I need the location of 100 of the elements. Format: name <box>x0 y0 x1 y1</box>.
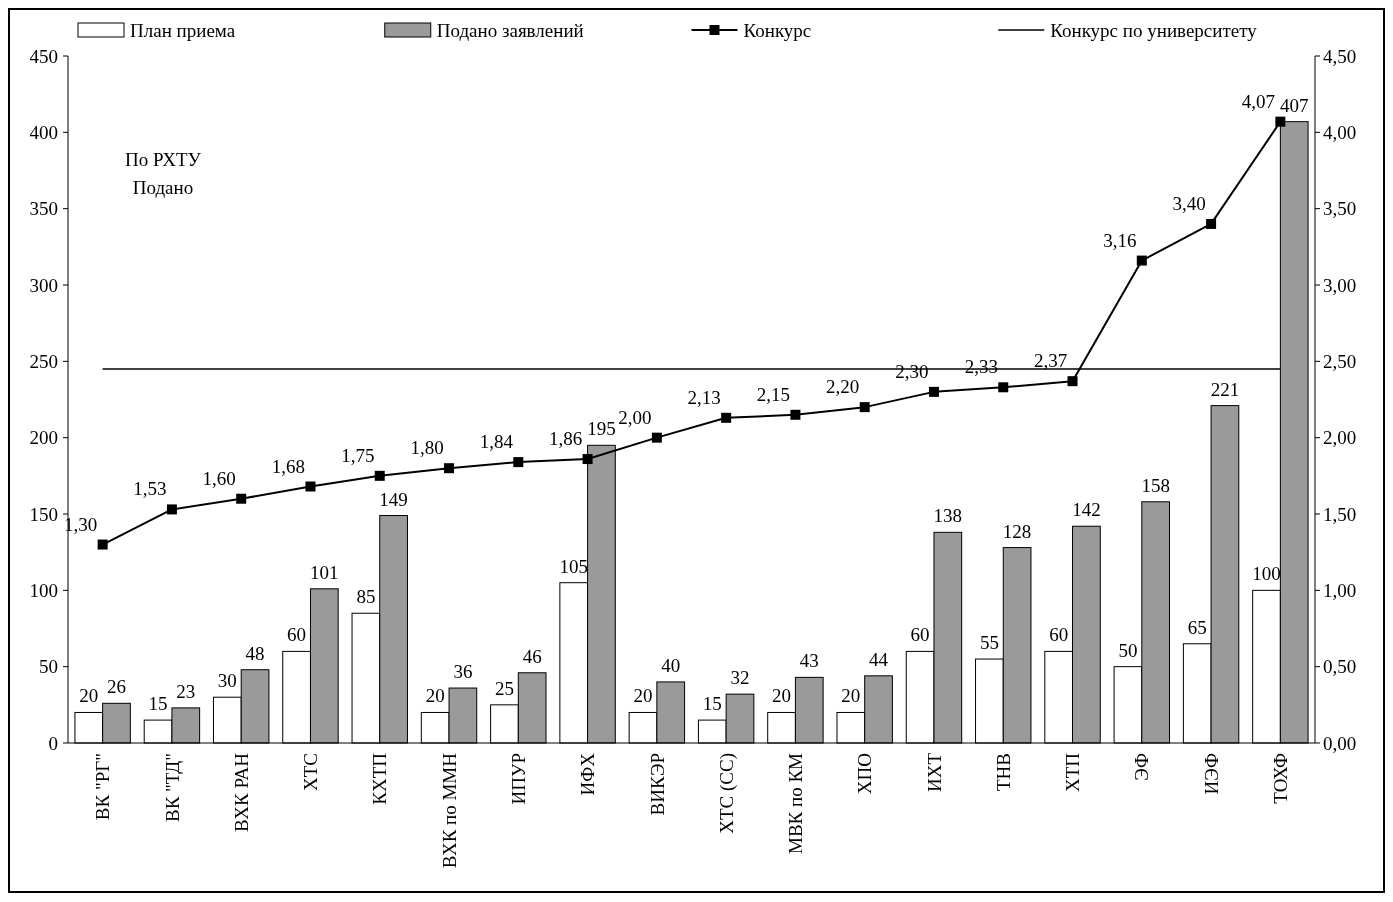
point <box>513 457 524 468</box>
data-label: 2,00 <box>618 406 652 428</box>
point <box>998 382 1009 393</box>
data-label: 128 <box>1002 520 1032 542</box>
data-label: 20 <box>841 685 861 707</box>
data-label: 20 <box>772 685 792 707</box>
legend-label: Подано заявлений <box>436 19 584 41</box>
data-label: 50 <box>1118 639 1138 661</box>
x-tick-label: ХТС (СС) <box>715 753 738 834</box>
data-label: 142 <box>1072 499 1101 521</box>
data-label: 40 <box>661 654 681 676</box>
y-tick-label: 300 <box>29 274 58 296</box>
data-label: 2,37 <box>1033 350 1068 372</box>
data-label: 20 <box>425 685 445 707</box>
y-tick-label: 100 <box>29 579 58 601</box>
data-label: 25 <box>494 677 514 699</box>
x-tick-label: КХТП <box>369 752 391 805</box>
point <box>166 504 177 515</box>
x-tick-label: ВХК по ММН <box>438 752 460 869</box>
y2-tick-label: 2,00 <box>1323 427 1357 449</box>
data-label: 407 <box>1279 94 1309 116</box>
data-label: 221 <box>1210 378 1240 400</box>
y-tick-label: 250 <box>29 350 58 372</box>
y2-tick-label: 1,00 <box>1323 579 1357 601</box>
data-label: 3,16 <box>1103 229 1137 251</box>
y2-tick-label: 2,50 <box>1323 350 1357 372</box>
y2-tick-label: 1,50 <box>1323 503 1357 525</box>
x-tick-label: ХТС <box>300 753 322 791</box>
data-label: 55 <box>979 632 999 654</box>
data-label: 3,40 <box>1172 192 1206 214</box>
y2-tick-label: 3,50 <box>1323 198 1357 220</box>
point <box>236 493 247 504</box>
x-tick-label: МВК по КМ <box>785 752 807 854</box>
x-tick-label: ТНВ <box>992 753 1014 791</box>
point <box>1206 218 1217 229</box>
data-label: 65 <box>1187 616 1207 638</box>
x-tick-label: ЭФ <box>1131 753 1153 781</box>
x-tick-label: ТОХФ <box>1270 753 1292 804</box>
data-label: 2,20 <box>826 376 860 398</box>
data-label: 195 <box>587 418 616 440</box>
data-label: 60 <box>287 624 307 646</box>
data-label: 1,80 <box>410 437 444 459</box>
data-label: 1,30 <box>64 513 98 535</box>
x-tick-label: ВХК РАН <box>230 752 252 832</box>
point <box>1067 376 1078 387</box>
annotation: Подано <box>132 177 194 198</box>
data-label: 4,07 <box>1241 90 1275 112</box>
y-tick-label: 350 <box>29 198 58 220</box>
y-tick-label: 0 <box>48 732 58 754</box>
y-tick-label: 150 <box>29 503 58 525</box>
y-tick-label: 450 <box>29 45 58 67</box>
data-label: 101 <box>310 561 339 583</box>
data-label: 1,84 <box>479 431 514 453</box>
point <box>1136 255 1147 266</box>
legend-label: Конкурс <box>743 19 812 41</box>
y2-tick-label: 0,00 <box>1323 732 1357 754</box>
data-label: 1,60 <box>202 467 236 489</box>
data-label: 60 <box>910 624 930 646</box>
legend-label: Конкурс по университету <box>1050 19 1258 41</box>
x-tick-label: ВК "РГ" <box>92 753 114 821</box>
data-label: 85 <box>356 586 376 608</box>
data-label: 60 <box>1049 624 1069 646</box>
data-label: 15 <box>148 693 168 715</box>
point <box>651 432 662 443</box>
data-label: 20 <box>79 685 99 707</box>
data-label: 1,53 <box>133 478 167 500</box>
y2-tick-label: 4,50 <box>1323 45 1357 67</box>
point <box>374 470 385 481</box>
data-label: 138 <box>933 505 963 527</box>
point <box>97 539 108 550</box>
y2-tick-label: 0,50 <box>1323 656 1357 678</box>
x-tick-label: ИХТ <box>923 752 945 793</box>
x-tick-label: ХПО <box>854 753 876 795</box>
data-label: 46 <box>522 645 542 667</box>
point <box>928 386 939 397</box>
data-label: 1,75 <box>341 444 375 466</box>
point <box>582 454 593 465</box>
annotation: По РХТУ <box>125 149 202 170</box>
point <box>790 409 801 420</box>
y-tick-label: 50 <box>39 656 58 678</box>
x-tick-label: ВИКЭР <box>646 753 668 816</box>
x-tick-label: ИПУР <box>507 753 529 805</box>
y2-tick-label: 3,00 <box>1323 274 1357 296</box>
y2-tick-label: 4,00 <box>1323 121 1357 143</box>
point <box>444 463 455 474</box>
data-label: 48 <box>245 642 265 664</box>
data-label: 43 <box>799 650 819 672</box>
y-tick-label: 400 <box>29 121 58 143</box>
data-label: 158 <box>1141 474 1170 496</box>
data-label: 2,13 <box>687 386 721 408</box>
y-tick-label: 200 <box>29 427 58 449</box>
point <box>721 412 732 423</box>
x-tick-label: ХТП <box>1062 752 1084 793</box>
data-label: 20 <box>633 685 653 707</box>
data-label: 32 <box>730 667 750 689</box>
data-label: 2,15 <box>756 383 791 405</box>
data-label: 30 <box>217 670 237 692</box>
legend-label: План приема <box>130 19 236 41</box>
data-label: 23 <box>176 680 196 702</box>
data-label: 26 <box>106 676 126 698</box>
